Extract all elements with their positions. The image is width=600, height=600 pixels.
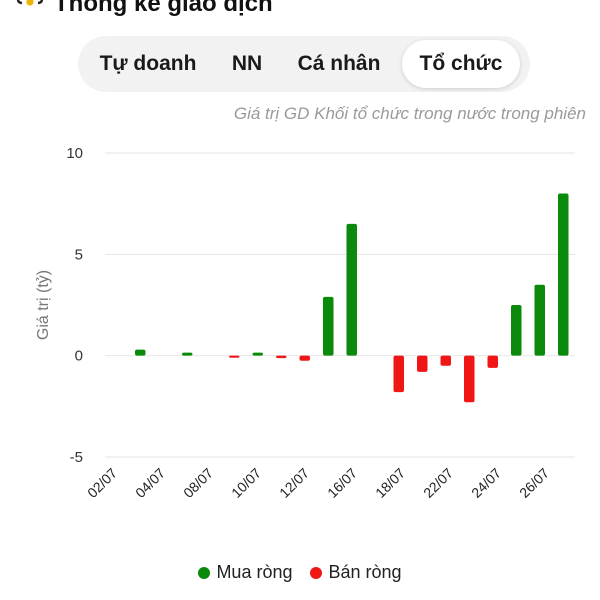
bar xyxy=(558,193,569,356)
bar xyxy=(464,355,475,403)
bar xyxy=(182,352,193,356)
bar xyxy=(487,355,498,368)
x-tick-label: 26/07 xyxy=(516,465,552,501)
bar-chart: 10 5 0 -5 Giá trị (tỷ) 02/07 04/07 08/07 10/07 12… xyxy=(35,145,575,501)
tab-tu-doanh[interactable]: Tự doanh xyxy=(99,52,197,75)
x-tick-label: 12/07 xyxy=(276,465,312,501)
bar xyxy=(534,284,545,356)
segment-tabs: Tự doanh NN Cá nhân Tổ chức xyxy=(78,36,530,92)
bar xyxy=(276,355,287,359)
legend-item-sell[interactable]: Bán ròng xyxy=(310,562,402,583)
x-tick-label: 24/07 xyxy=(468,465,504,501)
legend-swatch-buy xyxy=(198,566,211,579)
y-tick-label: -5 xyxy=(70,449,83,466)
bar xyxy=(135,349,146,356)
bar xyxy=(393,355,404,393)
bar xyxy=(440,355,451,366)
trophy-icon xyxy=(16,0,44,6)
x-tick-label: 16/07 xyxy=(324,465,360,501)
bar xyxy=(299,355,310,361)
bar xyxy=(229,355,240,358)
bar xyxy=(417,355,428,372)
legend-item-buy[interactable]: Mua ròng xyxy=(198,562,292,583)
y-tick-label: 10 xyxy=(66,145,83,162)
bar xyxy=(511,305,522,356)
tab-ca-nhan[interactable]: Cá nhân xyxy=(297,52,381,75)
tab-nn[interactable]: NN xyxy=(231,52,263,75)
x-tick-label: 22/07 xyxy=(420,465,456,501)
bar xyxy=(252,352,263,356)
chart-legend: Mua ròng Bán ròng xyxy=(0,562,600,583)
y-tick-label: 5 xyxy=(75,246,83,263)
x-tick-label: 02/07 xyxy=(84,465,120,501)
x-tick-label: 08/07 xyxy=(180,465,216,501)
x-tick-label: 18/07 xyxy=(372,465,408,501)
x-tick-label: 10/07 xyxy=(228,465,264,501)
x-tick-label: 04/07 xyxy=(132,465,168,501)
tab-to-chuc[interactable]: Tổ chức xyxy=(402,40,520,88)
legend-label-buy: Mua ròng xyxy=(216,562,293,582)
bar xyxy=(346,223,357,356)
header: Thống kê giao dịch xyxy=(0,0,273,22)
chart-title: Giá trị GD Khối tổ chức trong nước trong… xyxy=(233,104,586,123)
bar xyxy=(323,296,334,356)
y-tick-label: 0 xyxy=(75,348,83,365)
legend-label-sell: Bán ròng xyxy=(328,562,402,582)
y-axis-label: Giá trị (tỷ) xyxy=(35,270,52,340)
page-title: Thống kê giao dịch xyxy=(54,0,273,17)
legend-swatch-sell xyxy=(310,566,323,579)
